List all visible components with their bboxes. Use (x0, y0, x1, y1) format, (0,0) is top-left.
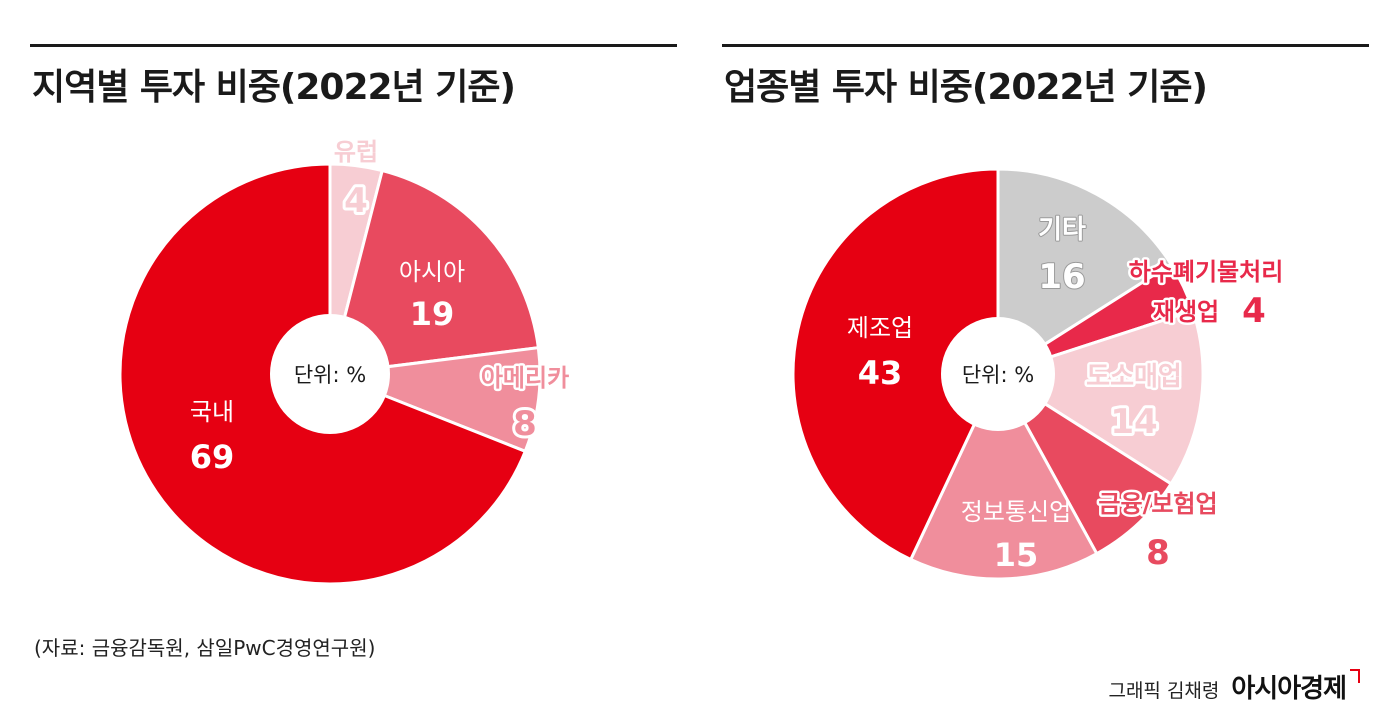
slice-value-정보통신업: 15 (994, 536, 1039, 574)
graphic-credit: 그래픽 김채령 (1108, 680, 1220, 702)
slice-label-국내: 국내 (190, 398, 234, 426)
slice-label-제조업: 제조업 (847, 314, 913, 342)
slice-value-아메리카: 8 (513, 404, 537, 444)
pie-slice-아시아 (327, 168, 541, 376)
slice-label-하수폐기물처리-재생업-0: 하수폐기물처리 (1129, 258, 1284, 286)
credit-line: 그래픽 김채령 아시아경제 (1108, 668, 1360, 705)
pie-slice-정보통신업 (908, 370, 1099, 581)
right-chart-title: 업종별 투자 비중(2022년 기준) (724, 67, 1208, 108)
unit-label: 단위: % (962, 363, 1034, 387)
unit-label: 단위: % (294, 363, 366, 387)
slice-value-금융-보험업: 8 (1146, 533, 1170, 573)
slice-value-기타: 16 (1038, 257, 1085, 297)
left-chart-title: 지역별 투자 비중(2022년 기준) (32, 67, 516, 108)
slice-value-아시아: 19 (410, 295, 455, 333)
pie-slice-도소매업 (994, 308, 1205, 486)
slice-value-하수폐기물처리-재생업: 4 (1242, 291, 1266, 331)
slice-label-아메리카: 아메리카 (481, 364, 569, 392)
pie-slice-금융-보험업 (996, 372, 1174, 556)
slice-value-도소매업: 14 (1110, 402, 1157, 442)
right-title-rule (722, 44, 1369, 47)
source-note: (자료: 금융감독원, 삼일PwC경영연구원) (34, 636, 376, 660)
slice-label-도소매업: 도소매업 (1086, 362, 1182, 392)
donut-center (941, 317, 1055, 431)
donut-center (270, 314, 390, 434)
slice-value-제조업: 43 (858, 354, 903, 392)
slice-value-국내: 69 (190, 438, 235, 476)
slice-label-정보통신업: 정보통신업 (961, 498, 1071, 526)
slice-label-아시아: 아시아 (399, 258, 465, 286)
brand-mark-icon (1350, 669, 1360, 683)
slice-label-금융-보험업: 금융/보험업 (1098, 490, 1217, 518)
brand-logo: 아시아경제 (1231, 674, 1347, 704)
slice-label-기타: 기타 (1038, 215, 1086, 245)
region-pie-chart: 단위: % 유럽 4 아시아 19 아메리카 8 국내 69 (118, 136, 572, 586)
slice-label-하수폐기물처리-재생업-1: 재생업 (1153, 298, 1219, 326)
pie-slice-기타 (996, 167, 1174, 377)
pie-slice-제조업 (791, 167, 1000, 562)
slice-label-유럽: 유럽 (334, 138, 378, 166)
slice-value-유럽: 4 (344, 181, 368, 221)
left-title-rule (30, 44, 677, 47)
